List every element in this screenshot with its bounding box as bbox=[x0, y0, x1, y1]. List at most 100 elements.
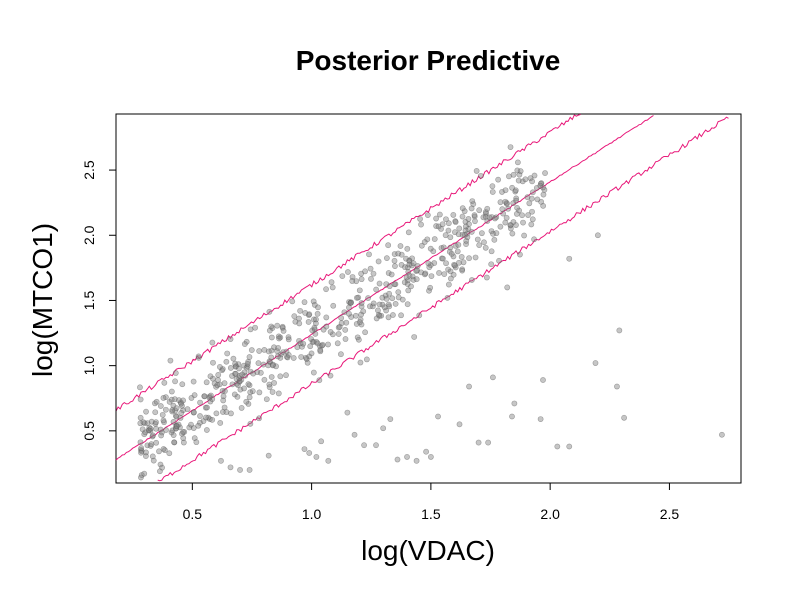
scatter-point bbox=[214, 382, 221, 389]
scatter-point bbox=[273, 363, 279, 370]
scatter-point bbox=[485, 439, 492, 446]
scatter-point bbox=[594, 232, 601, 239]
scatter-point bbox=[269, 362, 276, 369]
scatter-point bbox=[166, 398, 173, 405]
scatter-point bbox=[153, 425, 159, 432]
scatter-point bbox=[416, 312, 423, 319]
scatter-point bbox=[195, 353, 202, 360]
x-tick-label: 2.5 bbox=[660, 506, 680, 522]
scatter-point bbox=[472, 218, 478, 225]
scatter-point bbox=[529, 216, 536, 223]
scatter-point bbox=[492, 215, 498, 222]
scatter-point bbox=[335, 331, 342, 337]
scatter-point bbox=[386, 283, 393, 290]
scatter-point bbox=[391, 281, 398, 288]
scatter-point bbox=[334, 340, 341, 347]
scatter-point bbox=[385, 270, 392, 276]
scatter-point bbox=[391, 257, 398, 264]
scatter-point bbox=[425, 260, 432, 267]
scatter-point bbox=[316, 377, 323, 384]
scatter-point bbox=[367, 303, 373, 310]
scatter-point bbox=[218, 457, 224, 464]
scatter-point bbox=[512, 187, 519, 194]
scatter-point bbox=[280, 327, 287, 334]
scatter-point bbox=[356, 287, 363, 294]
scatter-point bbox=[246, 467, 253, 473]
scatter-point bbox=[459, 266, 466, 273]
scatter-point bbox=[392, 263, 398, 270]
scatter-point bbox=[173, 423, 180, 430]
scatter-point bbox=[394, 456, 401, 463]
scatter-point bbox=[497, 223, 504, 230]
scatter-point bbox=[514, 159, 521, 166]
scatter-point bbox=[245, 401, 252, 407]
scatter-point bbox=[375, 307, 381, 314]
scatter-point bbox=[517, 251, 523, 258]
scatter-point bbox=[381, 304, 388, 311]
scatter-point bbox=[203, 427, 210, 433]
scatter-point bbox=[265, 452, 272, 459]
scatter-point bbox=[456, 225, 463, 232]
scatter-point bbox=[488, 261, 495, 268]
scatter-point bbox=[197, 419, 203, 426]
scatter-point bbox=[157, 468, 163, 475]
scatter-point bbox=[153, 419, 159, 426]
scatter-point bbox=[525, 212, 532, 218]
upper-band bbox=[115, 113, 581, 412]
scatter-point bbox=[366, 251, 372, 258]
scatter-point bbox=[138, 445, 145, 451]
scatter-point bbox=[252, 324, 258, 331]
scatter-point bbox=[405, 269, 412, 275]
scatter-point bbox=[421, 271, 428, 278]
scatter-point bbox=[395, 294, 402, 301]
y-tick-label: 2.5 bbox=[81, 160, 97, 180]
scatter-point bbox=[219, 366, 226, 372]
scatter-point bbox=[180, 397, 187, 404]
scatter-point bbox=[529, 189, 536, 196]
scatter-point bbox=[424, 212, 431, 219]
scatter-point bbox=[256, 348, 263, 354]
scatter-point bbox=[489, 183, 496, 190]
scatter-point bbox=[490, 374, 496, 381]
scatter-point bbox=[148, 441, 155, 448]
scatter-point bbox=[314, 340, 321, 347]
scatter-point bbox=[409, 273, 416, 280]
scatter-point bbox=[531, 172, 538, 179]
scatter-point bbox=[307, 343, 314, 350]
scatter-point bbox=[308, 350, 315, 357]
scatter-point bbox=[367, 265, 374, 272]
scatter-point bbox=[223, 358, 230, 365]
scatter-point bbox=[158, 432, 165, 439]
scatter-point bbox=[406, 261, 413, 268]
scatter-point bbox=[520, 219, 526, 226]
scatter-point bbox=[540, 377, 546, 383]
scatter-point bbox=[180, 439, 187, 446]
scatter-point bbox=[166, 450, 173, 457]
scatter-point bbox=[224, 350, 231, 357]
scatter-point bbox=[217, 420, 224, 426]
scatter-point bbox=[197, 413, 203, 419]
scatter-point bbox=[329, 284, 336, 291]
scatter-point bbox=[167, 357, 174, 364]
scatter-point bbox=[466, 383, 472, 390]
scatter-point bbox=[395, 250, 402, 257]
scatter-point bbox=[315, 304, 321, 311]
scatter-point bbox=[370, 270, 377, 277]
scatter-point bbox=[137, 384, 143, 391]
scatter-point bbox=[514, 204, 520, 211]
scatter-point bbox=[476, 242, 483, 249]
scatter-point bbox=[470, 201, 477, 207]
scatter-point bbox=[505, 205, 511, 212]
scatter-point bbox=[306, 450, 313, 456]
scatter-point bbox=[184, 406, 191, 413]
scatter-point bbox=[378, 312, 385, 319]
scatter-point bbox=[527, 175, 534, 182]
scatter-point bbox=[310, 369, 317, 376]
scatter-point bbox=[358, 311, 365, 318]
scatter-point bbox=[241, 341, 248, 347]
scatter-point bbox=[294, 344, 301, 351]
scatter-point bbox=[398, 251, 405, 258]
scatter-point bbox=[209, 416, 216, 423]
scatter-point bbox=[450, 212, 457, 218]
scatter-point bbox=[554, 443, 561, 450]
